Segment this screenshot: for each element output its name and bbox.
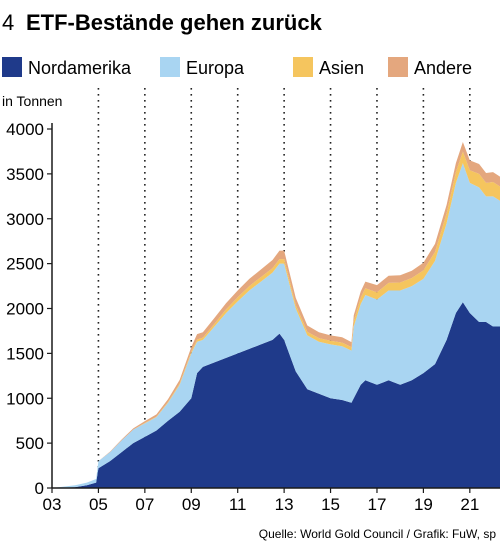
- source-note: Quelle: World Gold Council / Grafik: FuW…: [259, 527, 497, 541]
- x-tick-label-03: 03: [43, 495, 62, 514]
- x-tick-label-13: 13: [275, 495, 294, 514]
- y-tick-label-2500: 2500: [6, 255, 44, 274]
- legend-label-asien: Asien: [319, 58, 364, 78]
- x-tick-labels: 03 05 07 09 11 13 15 17 19 21: [43, 488, 479, 514]
- area-europa: [52, 163, 500, 489]
- x-tick-label-19: 19: [414, 495, 433, 514]
- x-tick-label-05: 05: [89, 495, 108, 514]
- legend-swatch-europa: [160, 57, 180, 77]
- area-nordamerika: [52, 302, 500, 488]
- x-tick-label-07: 07: [135, 495, 154, 514]
- y-tick-label-4000: 4000: [6, 120, 44, 139]
- y-tick-label-0: 0: [35, 479, 44, 498]
- y-tick-label-500: 500: [16, 434, 44, 453]
- axes: [51, 123, 500, 489]
- y-axis-unit-label: in Tonnen: [2, 93, 62, 109]
- legend: Nordamerika Europa Asien Andere: [2, 57, 472, 78]
- y-tick-label-1500: 1500: [6, 344, 44, 363]
- area-asien: [52, 151, 500, 488]
- x-tick-label-17: 17: [368, 495, 387, 514]
- x-tick-label-09: 09: [182, 495, 201, 514]
- y-tick-labels: 0 500 1000 1500 2000 2500 3000 3500 4000: [6, 120, 52, 498]
- legend-swatch-asien: [293, 57, 313, 77]
- y-tick-label-3500: 3500: [6, 165, 44, 184]
- y-tick-label-1000: 1000: [6, 389, 44, 408]
- legend-swatch-nordamerika: [2, 57, 22, 77]
- chart-title: ETF-Bestände gehen zurück: [26, 10, 323, 35]
- legend-label-nordamerika: Nordamerika: [28, 58, 132, 78]
- stacked-areas: [52, 142, 500, 489]
- x-tick-label-11: 11: [229, 495, 247, 514]
- legend-swatch-andere: [388, 57, 408, 77]
- gridlines: [97, 88, 471, 488]
- y-tick-label-2000: 2000: [6, 300, 44, 319]
- figure-number: 4: [2, 10, 14, 35]
- x-tick-label-15: 15: [321, 495, 340, 514]
- y-tick-label-3000: 3000: [6, 210, 44, 229]
- legend-label-andere: Andere: [414, 58, 472, 78]
- legend-label-europa: Europa: [186, 58, 245, 78]
- x-tick-label-21: 21: [460, 495, 479, 514]
